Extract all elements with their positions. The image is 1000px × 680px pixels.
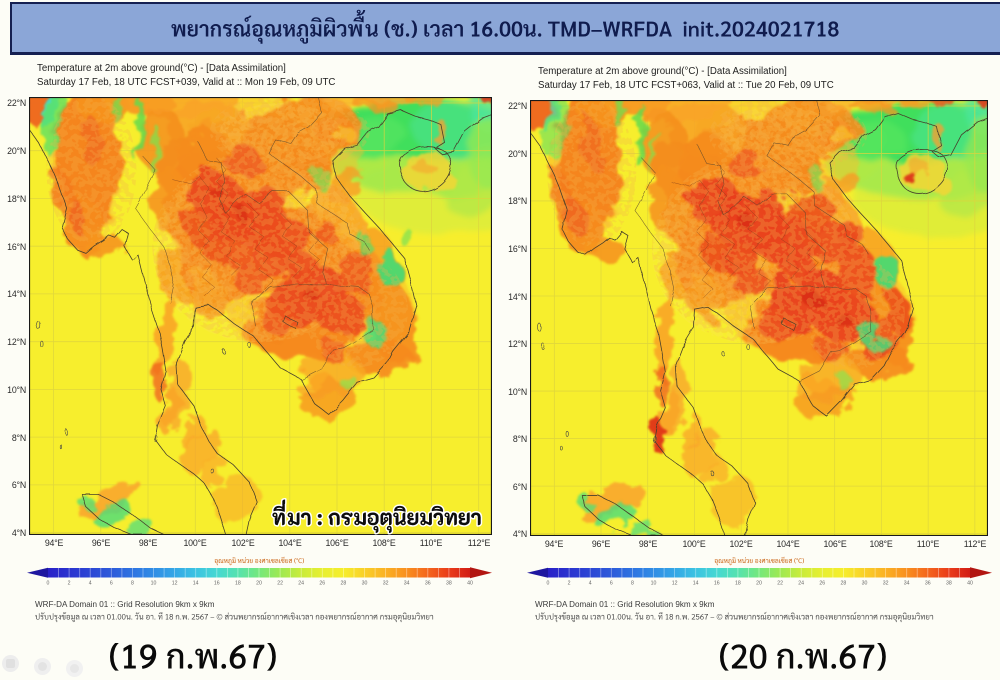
svg-text:30: 30 bbox=[862, 581, 868, 587]
svg-text:8: 8 bbox=[631, 581, 634, 587]
svg-text:4: 4 bbox=[89, 581, 92, 587]
svg-text:38: 38 bbox=[946, 581, 952, 587]
svg-text:30: 30 bbox=[362, 581, 368, 587]
svg-text:28: 28 bbox=[341, 581, 347, 587]
svg-text:14: 14 bbox=[693, 581, 699, 587]
svg-text:22: 22 bbox=[777, 581, 783, 587]
svg-text:20: 20 bbox=[756, 581, 762, 587]
svg-text:6: 6 bbox=[110, 581, 113, 587]
svg-text:38: 38 bbox=[446, 581, 452, 587]
svg-text:18: 18 bbox=[235, 581, 241, 587]
svg-text:32: 32 bbox=[883, 581, 889, 587]
svg-text:8: 8 bbox=[131, 581, 134, 587]
svg-text:26: 26 bbox=[819, 581, 825, 587]
svg-text:34: 34 bbox=[904, 581, 910, 587]
svg-text:22: 22 bbox=[277, 581, 283, 587]
svg-text:0: 0 bbox=[547, 581, 550, 587]
svg-text:16: 16 bbox=[714, 581, 720, 587]
svg-text:32: 32 bbox=[383, 581, 389, 587]
svg-text:10: 10 bbox=[651, 581, 657, 587]
svg-text:26: 26 bbox=[319, 581, 325, 587]
svg-text:2: 2 bbox=[568, 581, 571, 587]
svg-text:20: 20 bbox=[256, 581, 262, 587]
svg-text:40: 40 bbox=[467, 581, 473, 587]
svg-text:24: 24 bbox=[298, 581, 304, 587]
svg-text:0: 0 bbox=[47, 581, 50, 587]
svg-text:28: 28 bbox=[841, 581, 847, 587]
svg-text:16: 16 bbox=[214, 581, 220, 587]
svg-text:36: 36 bbox=[425, 581, 431, 587]
svg-text:10: 10 bbox=[151, 581, 157, 587]
svg-text:40: 40 bbox=[967, 581, 973, 587]
svg-text:24: 24 bbox=[798, 581, 804, 587]
svg-text:36: 36 bbox=[925, 581, 931, 587]
svg-text:12: 12 bbox=[672, 581, 678, 587]
svg-text:14: 14 bbox=[193, 581, 199, 587]
svg-text:2: 2 bbox=[68, 581, 71, 587]
svg-text:12: 12 bbox=[172, 581, 178, 587]
svg-text:4: 4 bbox=[589, 581, 592, 587]
svg-text:6: 6 bbox=[610, 581, 613, 587]
svg-text:34: 34 bbox=[404, 581, 410, 587]
svg-text:18: 18 bbox=[735, 581, 741, 587]
